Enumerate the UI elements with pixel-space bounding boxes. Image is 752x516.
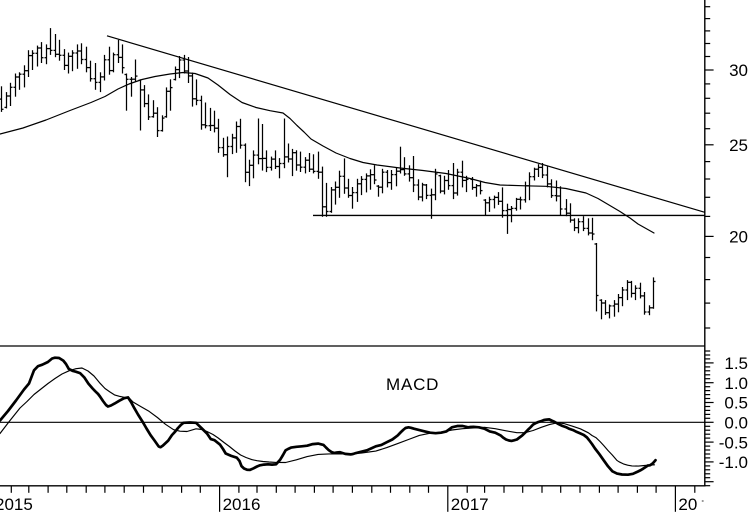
- svg-text:30: 30: [729, 61, 748, 80]
- svg-text:-0.5: -0.5: [719, 433, 748, 452]
- svg-text:2016: 2016: [223, 495, 261, 514]
- svg-text:20: 20: [678, 495, 697, 514]
- svg-text:2017: 2017: [451, 495, 489, 514]
- svg-text:0.0: 0.0: [724, 414, 748, 433]
- svg-text:25: 25: [729, 136, 748, 155]
- svg-text:2015: 2015: [0, 495, 33, 514]
- svg-text:-1.0: -1.0: [719, 453, 748, 472]
- svg-text:0.5: 0.5: [724, 394, 748, 413]
- svg-text:1.0: 1.0: [724, 374, 748, 393]
- svg-text:20: 20: [729, 228, 748, 247]
- svg-text:1.5: 1.5: [724, 354, 748, 373]
- svg-text:MACD: MACD: [386, 375, 439, 394]
